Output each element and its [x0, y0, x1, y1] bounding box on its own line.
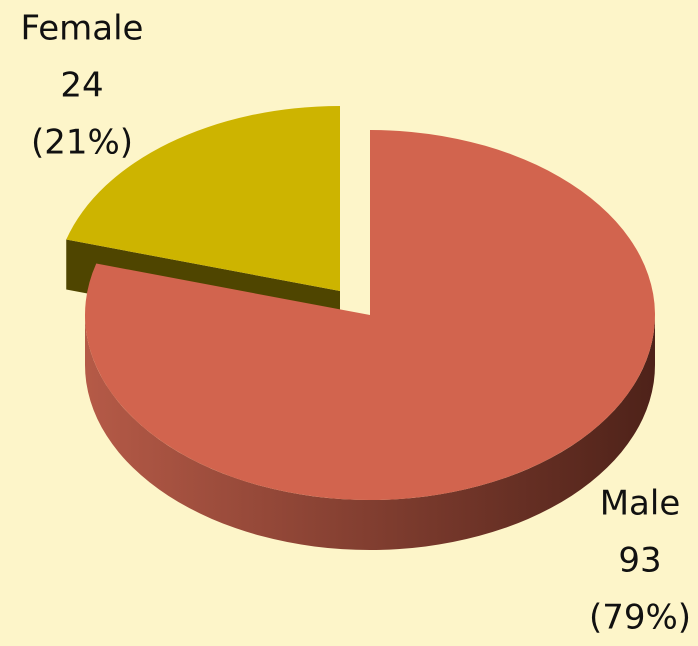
slice [66, 106, 341, 291]
slice-label: Male [600, 484, 681, 524]
slice-percent: (79%) [589, 598, 691, 638]
slice [85, 130, 655, 501]
slice-label: Female [21, 9, 144, 49]
slice-value: 93 [618, 541, 661, 581]
slice-percent: (21%) [31, 123, 133, 163]
slice-value: 24 [60, 66, 103, 106]
slice-side [85, 315, 655, 550]
